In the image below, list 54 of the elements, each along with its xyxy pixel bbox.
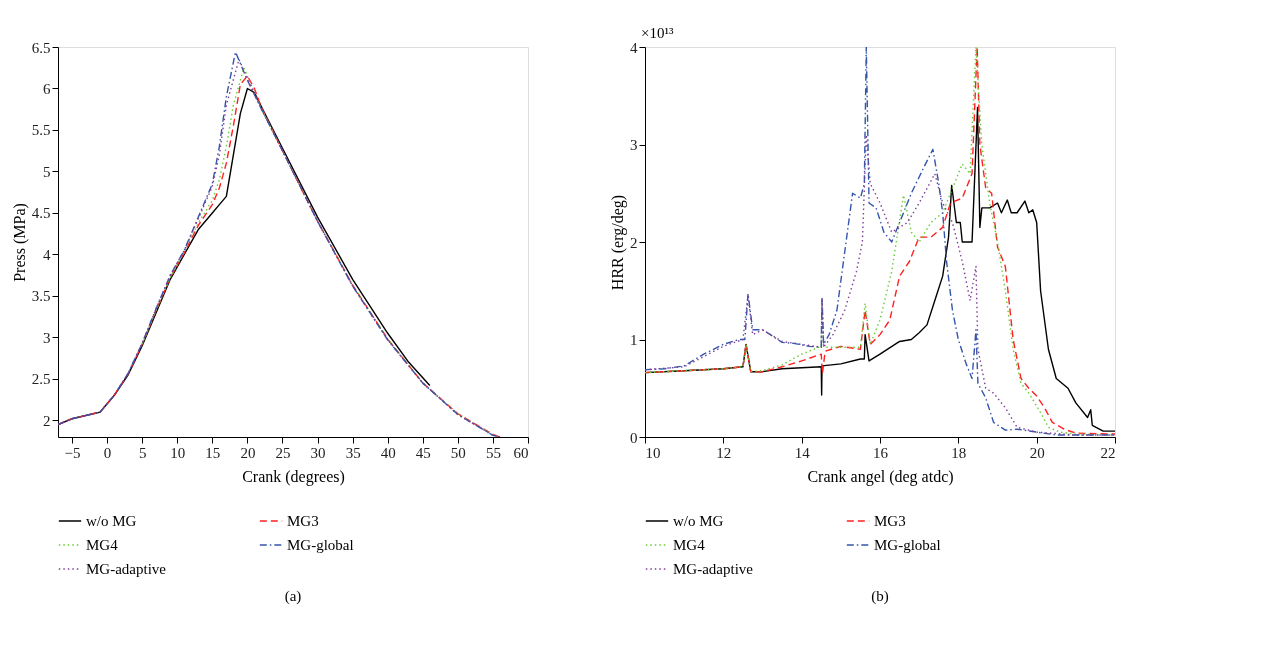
x-tick-label: 22 <box>1100 444 1116 461</box>
y-tick-label: 2.5 <box>31 371 51 388</box>
text: ×10¹³ <box>641 25 674 41</box>
x-tick-label: 20 <box>1029 444 1045 461</box>
line-series <box>141 67 501 437</box>
y-tick-label: 6.5 <box>31 39 51 56</box>
x-tick-label: 15 <box>205 444 221 461</box>
legend-label: MG-global <box>287 537 354 553</box>
legend-label: MG-global <box>874 537 941 553</box>
x-tick-label: 10 <box>170 444 186 461</box>
y-tick-label: 4 <box>630 39 638 56</box>
y-tick-label: 6 <box>43 80 51 97</box>
y-tick-label: 3 <box>630 137 638 153</box>
x-tick-label: 40 <box>380 444 396 461</box>
x-tick-label: 50 <box>450 444 466 461</box>
y-tick-label: 2 <box>630 234 638 251</box>
x-tick-label: 60 <box>513 444 529 461</box>
x-tick-label: 18 <box>951 444 967 461</box>
x-tick-label: 0 <box>103 444 112 461</box>
x-tick-label: 12 <box>716 444 732 461</box>
x-tick-label: 55 <box>485 444 501 461</box>
x-axis-title: Crank angel (deg atdc) <box>807 467 954 486</box>
x-tick-label: 16 <box>873 444 889 461</box>
x-tick-label: 10 <box>645 444 661 461</box>
y-tick-label: 5.5 <box>31 122 51 139</box>
y-tick-label: 3 <box>43 329 51 346</box>
x-tick-label: 45 <box>415 444 431 461</box>
legend-label: MG3 <box>874 513 906 529</box>
y-tick-label: 0 <box>630 429 638 446</box>
y-tick-label: 1 <box>630 332 638 348</box>
y-tick-label: 2 <box>43 412 51 429</box>
x-tick-label: 35 <box>345 444 361 461</box>
x-tick-label: 25 <box>275 444 291 461</box>
y-axis-title: HRR (erg/deg) <box>609 194 627 291</box>
text: (b) <box>871 588 889 605</box>
y-axis-title: Press (MPa) <box>10 203 29 282</box>
x-tick-label: 20 <box>240 444 256 461</box>
x-tick-label: 5 <box>138 444 147 461</box>
legend-label: MG3 <box>287 513 319 529</box>
legend-label: MG4 <box>673 537 706 553</box>
legend-label: MG-adaptive <box>86 561 167 577</box>
x-tick-label: 14 <box>794 444 811 461</box>
y-tick-label: 4 <box>43 246 51 263</box>
y-tick-label: 4.5 <box>31 205 51 222</box>
legend-label: w/o MG <box>86 513 137 529</box>
x-tick-label: −5 <box>64 444 81 461</box>
y-tick-label: 5 <box>43 163 51 180</box>
legend-label: w/o MG <box>673 513 724 529</box>
text: (a) <box>284 588 302 605</box>
legend-label: MG-adaptive <box>673 561 754 577</box>
x-axis-title: Crank (degrees) <box>242 467 345 486</box>
legend-label: MG4 <box>86 537 119 553</box>
y-tick-label: 3.5 <box>31 288 51 305</box>
x-tick-label: 30 <box>310 444 326 461</box>
